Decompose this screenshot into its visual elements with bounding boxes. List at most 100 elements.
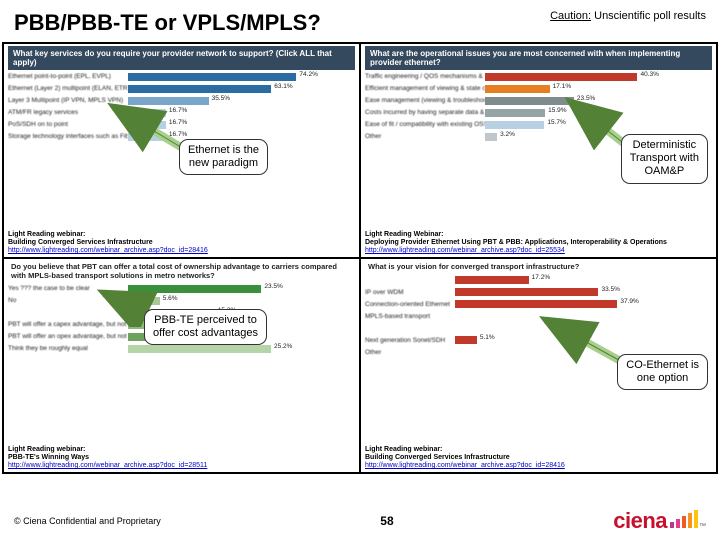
ciena-logo: ciena ™ xyxy=(613,508,706,534)
src-link[interactable]: http://www.lightreading.com/webinar_arch… xyxy=(8,247,208,254)
bar-label: Think they be roughly equal xyxy=(8,345,128,352)
src-sub: PBB-TE's Winning Ways xyxy=(8,454,355,462)
bar-fill xyxy=(485,73,637,81)
bar-value: 5.1% xyxy=(480,334,495,341)
callout-co-ethernet: CO-Ethernet isone option xyxy=(617,354,708,390)
bar-label: Traffic engineering / QOS mechanisms & t… xyxy=(365,73,485,80)
bar-label: PBT will offer a capex advantage, but no… xyxy=(8,321,128,328)
callout-text: DeterministicTransport withOAM&P xyxy=(630,139,699,177)
bar-track: 40.3% xyxy=(485,73,712,81)
bar-value: 16.7% xyxy=(169,119,187,126)
bar-fill xyxy=(128,121,166,129)
bar-fill xyxy=(455,336,477,344)
bar-label: Next generation Sonet/SDH xyxy=(365,337,455,344)
bar-track: 37.9% xyxy=(455,300,712,308)
bar-value: 33.5% xyxy=(601,286,619,293)
callout-ethernet-paradigm: Ethernet is thenew paradigm xyxy=(179,139,268,175)
bar-value: 35.5% xyxy=(212,95,230,102)
chart-grid: What key services do you require your pr… xyxy=(2,42,718,474)
bar-row: Connection-oriented Ethernet 37.9% xyxy=(365,299,712,310)
bar-track: 33.5% xyxy=(455,288,712,296)
bar-fill xyxy=(128,85,271,93)
bar-label: Yes ??? the case to be clear xyxy=(8,285,128,292)
bar-row: Next generation Sonet/SDH 5.1% xyxy=(365,335,712,346)
panel-bl-header: Do you believe that PBT can offer a tota… xyxy=(8,261,355,282)
bar-value: 37.9% xyxy=(620,298,638,305)
src-title: Light Reading webinar: xyxy=(8,231,355,239)
bar-fill xyxy=(128,285,261,293)
bar-row: Traffic engineering / QOS mechanisms & t… xyxy=(365,71,712,82)
ciena-tm: ™ xyxy=(699,523,706,530)
bar-track: 74.2% xyxy=(128,73,355,81)
bar-track xyxy=(455,324,712,332)
bar-fill xyxy=(128,297,160,305)
callout-pbbte-cost: PBB-TE perceived tooffer cost advantages xyxy=(144,309,267,345)
bar-value: 15.7% xyxy=(547,119,565,126)
bar-label: Other xyxy=(365,133,485,140)
src-link[interactable]: http://www.lightreading.com/webinar_arch… xyxy=(8,462,207,469)
bar-fill xyxy=(455,276,529,284)
src-link[interactable]: http://www.lightreading.com/webinar_arch… xyxy=(365,462,565,469)
bar-fill xyxy=(485,85,550,93)
panel-tr-source: Light Reading Webinar: Deploying Provide… xyxy=(365,231,712,255)
bar-row: Ease of fit / compatibility with existin… xyxy=(365,119,712,130)
bar-label: MPLS-based transport xyxy=(365,313,455,320)
bar-label: Storage technology interfaces such as Fi… xyxy=(8,133,128,140)
copyright-text: © Ciena Confidential and Proprietary xyxy=(14,516,161,526)
src-title: Light Reading Webinar: xyxy=(365,231,712,239)
slide-title: PBB/PBB-TE or VPLS/MPLS? xyxy=(14,10,321,36)
bar-fill xyxy=(455,300,617,308)
src-link[interactable]: http://www.lightreading.com/webinar_arch… xyxy=(365,247,565,254)
panel-top-left: What key services do you require your pr… xyxy=(3,43,360,258)
bar-label: Ease management (viewing & troubleshooti… xyxy=(365,97,485,104)
bar-track: 35.5% xyxy=(128,97,355,105)
bar-value: 3.2% xyxy=(500,131,515,138)
bar-label: ATM/FR legacy services xyxy=(8,109,128,116)
caution-note: Caution: Unscientific poll results xyxy=(550,10,706,22)
bar-fill xyxy=(485,109,545,117)
bar-label: Ease of fit / compatibility with existin… xyxy=(365,121,485,128)
bar-row: No5.6% xyxy=(8,295,355,306)
bar-row: Ethernet point-to-point (EPL, EVPL) 74.2% xyxy=(8,71,355,82)
src-title: Light Reading webinar: xyxy=(8,446,355,454)
bar-row: IP over WDM33.5% xyxy=(365,287,712,298)
bar-track: 17.2% xyxy=(455,276,712,284)
bar-row: MPLS-based transport xyxy=(365,311,712,322)
bar-fill xyxy=(485,133,497,141)
src-sub: Building Converged Services Infrastructu… xyxy=(365,454,712,462)
bar-row: Costs incurred by having separate data &… xyxy=(365,107,712,118)
panel-bottom-left: Do you believe that PBT can offer a tota… xyxy=(3,258,360,473)
bar-value: 74.2% xyxy=(299,71,317,78)
bar-label: Other xyxy=(365,349,455,356)
title-row: PBB/PBB-TE or VPLS/MPLS? Caution: Unscie… xyxy=(0,0,720,42)
ciena-wordmark: ciena xyxy=(613,508,667,534)
bar-fill xyxy=(128,345,271,353)
bar-fill xyxy=(128,133,166,141)
panel-bottom-right: What is your vision for converged transp… xyxy=(360,258,717,473)
bar-label: PBT will offer an opex advantage, but no… xyxy=(8,333,128,340)
panel-top-right: What are the operational issues you are … xyxy=(360,43,717,258)
bar-row: Ease management (viewing & troubleshooti… xyxy=(365,95,712,106)
bar-fill xyxy=(485,97,574,105)
bar-label: Efficient management of viewing & state … xyxy=(365,85,485,92)
ciena-bars-icon xyxy=(670,510,698,528)
panel-bl-source: Light Reading webinar: PBB-TE's Winning … xyxy=(8,446,355,470)
bar-label: Connection-oriented Ethernet xyxy=(365,301,455,308)
bar-label: Ethernet point-to-point (EPL, EVPL) xyxy=(8,73,128,80)
bar-value: 16.7% xyxy=(169,107,187,114)
callout-text: Ethernet is thenew paradigm xyxy=(188,144,259,169)
bar-track: 15.9% xyxy=(485,109,712,117)
callout-text: CO-Ethernet isone option xyxy=(626,359,699,384)
bar-value: 17.2% xyxy=(532,274,550,281)
bar-value: 23.5% xyxy=(577,95,595,102)
bar-track: 25.2% xyxy=(128,345,355,353)
bar-label: Layer 3 Multipoint (IP VPN, MPLS VPN) xyxy=(8,97,128,104)
bar-track: 63.1% xyxy=(128,85,355,93)
bar-row: Ethernet (Layer 2) multipoint (ELAN, ETR… xyxy=(8,83,355,94)
panel-tr-header: What are the operational issues you are … xyxy=(365,46,712,70)
bar-label: No xyxy=(8,297,128,304)
bar-value: 17.1% xyxy=(553,83,571,90)
panel-br-source: Light Reading webinar: Building Converge… xyxy=(365,446,712,470)
bar-value: 23.5% xyxy=(264,283,282,290)
bar-label: Ethernet (Layer 2) multipoint (ELAN, ETR… xyxy=(8,85,128,92)
